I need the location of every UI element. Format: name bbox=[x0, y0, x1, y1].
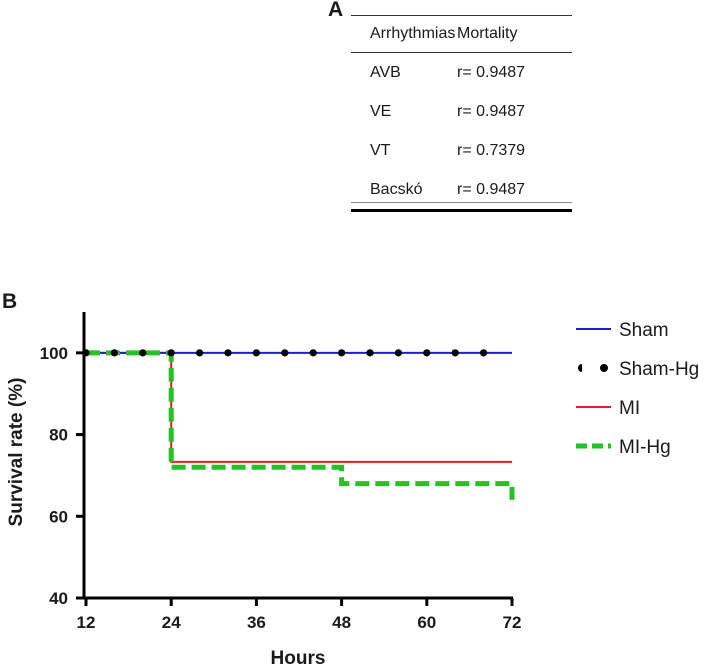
series-sham-hg-point bbox=[281, 349, 289, 357]
table-row: VT r= 0.7379 bbox=[351, 131, 572, 170]
arrhythmia-cell: AVB bbox=[370, 63, 401, 81]
x-tick-label: 12 bbox=[77, 613, 96, 632]
series-sham-hg-point bbox=[196, 349, 204, 357]
series-sham-hg-point bbox=[139, 349, 147, 357]
series-sham-hg-point bbox=[252, 349, 260, 357]
series-sham-hg-point bbox=[110, 349, 118, 357]
series-sham-hg-point bbox=[394, 349, 402, 357]
x-tick-label: 60 bbox=[417, 613, 436, 632]
legend-mi-hg-label: MI-Hg bbox=[619, 437, 671, 458]
panel-b-label: B bbox=[2, 290, 18, 313]
y-tick-label: 40 bbox=[49, 589, 68, 608]
panel-a-label: A bbox=[328, 0, 344, 21]
legend: Sham Sham-Hg MI MI-Hg bbox=[576, 320, 699, 458]
legend-sham-label: Sham bbox=[619, 320, 669, 341]
series-layer bbox=[82, 349, 515, 500]
series-sham-hg-point bbox=[480, 349, 488, 357]
legend-sham-hg-marker bbox=[600, 364, 608, 372]
series-sham-hg-point bbox=[338, 349, 346, 357]
x-tick-label: 72 bbox=[503, 613, 522, 632]
axes-layer bbox=[82, 312, 513, 600]
table-row: Bacskó r= 0.9487 bbox=[351, 170, 572, 212]
series-sham-hg-point bbox=[167, 349, 175, 357]
series-sham-hg-point bbox=[423, 349, 431, 357]
correlation-table: Arrhythmias Mortality AVB r= 0.9487 VE r… bbox=[351, 15, 572, 212]
series-sham-hg-point bbox=[366, 349, 374, 357]
series-sham-hg-point bbox=[309, 349, 317, 357]
series-sham-hg-point bbox=[224, 349, 232, 357]
y-tick-label: 60 bbox=[49, 507, 68, 526]
mortality-cell: r= 0.9487 bbox=[457, 63, 526, 81]
x-tick-label: 48 bbox=[332, 613, 351, 632]
table-footer-rule bbox=[351, 202, 572, 203]
arrhythmia-cell: VT bbox=[370, 141, 391, 159]
mortality-cell: r= 0.9487 bbox=[457, 170, 572, 212]
y-axis-title: Survival rate (%) bbox=[6, 378, 27, 527]
legend-sham-hg-label: Sham-Hg bbox=[619, 359, 699, 380]
series-mi-hg-line bbox=[86, 350, 515, 500]
header-mortality: Mortality bbox=[457, 15, 572, 53]
ticks-layer: 12 24 36 48 60 72 40 60 80 100 bbox=[40, 344, 522, 632]
y-tick-label: 80 bbox=[49, 426, 68, 445]
mortality-cell: r= 0.9487 bbox=[457, 102, 526, 120]
y-tick-label: 100 bbox=[40, 344, 68, 363]
x-tick-label: 36 bbox=[247, 613, 266, 632]
table-header-row: Arrhythmias Mortality bbox=[351, 15, 572, 53]
header-arrhythmias: Arrhythmias bbox=[351, 15, 457, 53]
legend-sham-hg-marker bbox=[578, 364, 582, 372]
legend-mi-label: MI bbox=[619, 398, 640, 419]
table-row: VE r= 0.9487 bbox=[351, 92, 572, 131]
arrhythmia-cell: Bacskó bbox=[351, 170, 457, 212]
x-axis-title: Hours bbox=[271, 648, 326, 667]
arrhythmia-cell: VE bbox=[370, 102, 392, 120]
table-row: AVB r= 0.9487 bbox=[351, 53, 572, 93]
series-sham-hg-point bbox=[451, 349, 459, 357]
series-mi-line bbox=[86, 351, 512, 463]
mortality-cell: r= 0.7379 bbox=[457, 141, 526, 159]
x-tick-label: 24 bbox=[162, 613, 181, 632]
